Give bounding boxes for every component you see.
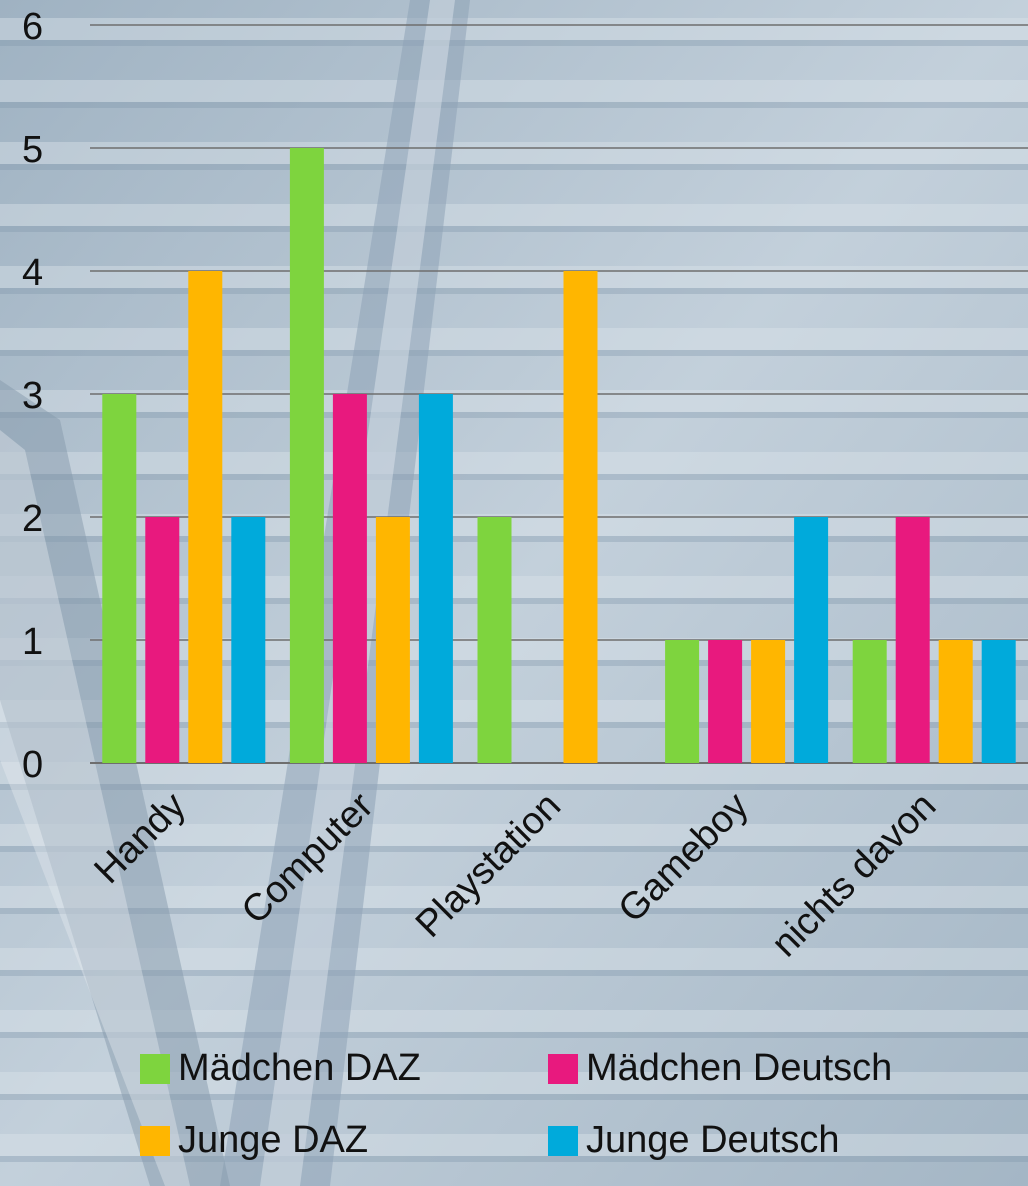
bar-3-0: [665, 640, 700, 763]
y-tick-label: 4: [22, 252, 43, 294]
bar-0-3: [231, 517, 266, 763]
bar-3-2: [751, 640, 786, 763]
bar-1-2: [375, 517, 410, 763]
bar-1-0: [289, 148, 324, 763]
bar-4-3: [981, 640, 1016, 763]
bar-1-3: [418, 394, 453, 763]
bar-0-1: [145, 517, 180, 763]
bar-3-1: [708, 640, 743, 763]
y-tick-label: 3: [22, 375, 43, 417]
bar-1-1: [332, 394, 367, 763]
bar-4-0: [852, 640, 887, 763]
y-tick-label: 2: [22, 498, 43, 540]
y-tick-label: 6: [22, 6, 43, 48]
y-axis-ticks: 0 1 2 3 4 5 6: [22, 6, 43, 786]
bar-3-3: [794, 517, 829, 763]
y-tick-label: 0: [22, 744, 43, 786]
bar-4-2: [938, 640, 973, 763]
bar-4-1: [895, 517, 930, 763]
y-tick-label: 5: [22, 129, 43, 171]
bars: [102, 148, 1016, 763]
bar-2-2: [563, 271, 598, 763]
bar-0-2: [188, 271, 223, 763]
bar-2-0: [477, 517, 512, 763]
bar-0-0: [102, 394, 137, 763]
y-tick-label: 1: [22, 621, 43, 663]
